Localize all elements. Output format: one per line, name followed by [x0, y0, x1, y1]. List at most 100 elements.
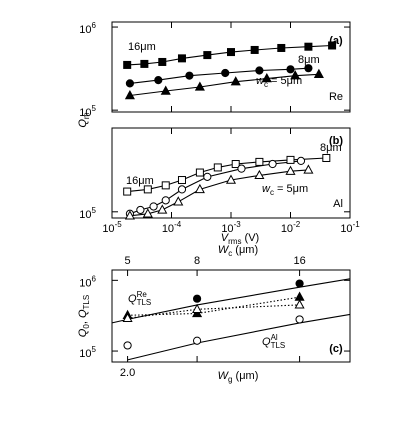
circle-marker: [295, 279, 304, 288]
circle-marker: [177, 185, 187, 194]
text-part: 10: [79, 107, 91, 119]
x-axis-label: Vrms (V): [221, 232, 259, 246]
circle-marker: [296, 156, 306, 165]
x2-tick-label: 5: [125, 255, 131, 267]
text-part: c: [228, 249, 232, 258]
x-tick-label: 10-4: [162, 220, 182, 235]
y-tick-label: 106: [79, 21, 96, 36]
triangle-marker: [294, 291, 305, 301]
square-marker: [123, 60, 132, 69]
x-axis-label: Wg (μm): [218, 370, 259, 384]
circle-marker: [221, 68, 230, 78]
text-part: g: [228, 375, 232, 384]
text-part: 8μm: [298, 54, 320, 66]
square-marker: [123, 187, 132, 196]
x-tick-label: 10-1: [340, 220, 360, 235]
text-part: c: [270, 188, 274, 197]
triangle-marker: [290, 70, 301, 80]
text-part: Re: [137, 290, 148, 299]
x2-axis-label: Wc (μm): [218, 244, 258, 258]
square-marker: [255, 157, 264, 166]
text-part: = 5μm: [274, 183, 308, 195]
text-part: -2: [293, 220, 301, 229]
annotation: QRe TLS: [128, 290, 151, 307]
circle-marker: [192, 336, 202, 345]
square-marker: [158, 57, 167, 66]
text-part: 5: [92, 104, 97, 113]
x-tick-label: 10-5: [102, 220, 122, 235]
square-marker: [195, 168, 204, 177]
square-marker: [161, 181, 170, 190]
triangle-marker: [157, 204, 168, 214]
text-part: Q: [128, 293, 137, 305]
square-marker: [304, 42, 313, 51]
triangle-marker: [194, 183, 205, 194]
text-part: w: [256, 75, 265, 87]
x-tick-label: 2.0: [120, 367, 135, 379]
text-part: TLS: [271, 341, 286, 350]
triangle-marker: [173, 196, 184, 206]
text-part: m: [82, 112, 91, 119]
text-part: 10: [79, 24, 91, 36]
text-part: c: [264, 80, 268, 89]
panel-label: (b): [329, 135, 343, 147]
triangle-marker: [303, 164, 314, 174]
y-axis-label: Q0, QTLS: [77, 295, 91, 337]
text-part: -1: [353, 220, 361, 229]
text-part: -3: [234, 220, 242, 229]
material-label: Al: [333, 198, 343, 210]
text-part: (μm): [232, 244, 258, 256]
triangle-marker: [254, 169, 265, 180]
text-part: rms: [228, 237, 241, 246]
square-marker: [328, 41, 337, 50]
triangle-marker: [160, 85, 171, 95]
triangle-marker: [285, 165, 296, 175]
circle-marker: [237, 164, 246, 173]
x2-tick-label: 8: [194, 255, 200, 267]
square-marker: [140, 59, 149, 68]
square-marker: [203, 51, 212, 60]
annotation: 16μm: [128, 41, 156, 53]
triangle-marker: [230, 76, 241, 86]
plot-frame: [111, 127, 351, 219]
triangle-marker: [194, 81, 205, 91]
y-tick-label: 105: [79, 345, 96, 360]
text-part: w: [262, 183, 271, 195]
square-marker: [277, 43, 286, 52]
circle-marker: [185, 71, 194, 80]
text-part: TLS: [137, 298, 152, 307]
text-part: Q: [262, 336, 271, 348]
triangle-marker: [122, 312, 133, 323]
model-curve: [127, 313, 351, 361]
circle-marker: [123, 341, 132, 350]
circle-marker: [255, 66, 264, 75]
circle-marker: [286, 65, 295, 74]
text-part: 10: [102, 223, 114, 235]
text-part: 10: [79, 348, 91, 360]
square-marker: [213, 163, 222, 172]
panel-label: (c): [329, 343, 343, 355]
text-part: 5: [92, 345, 97, 354]
triangle-marker: [142, 208, 153, 218]
square-marker: [250, 45, 259, 54]
x2-tick-label: 16: [293, 255, 305, 267]
circle-marker: [304, 64, 313, 73]
text-part: (μm): [232, 370, 258, 382]
text-part: W: [218, 244, 230, 256]
annotation: 16μm: [126, 175, 154, 187]
text-part: Q: [77, 309, 89, 318]
text-part: -4: [174, 220, 182, 229]
material-label: Re: [329, 91, 343, 103]
fit-line: [127, 296, 300, 316]
square-marker: [231, 160, 240, 169]
circle-marker: [192, 294, 202, 303]
annotation: 8μm: [298, 54, 320, 66]
square-marker: [177, 176, 186, 185]
text-part: V: [221, 232, 230, 244]
y-axis-label: Qm: [77, 112, 91, 128]
circle-marker: [136, 205, 145, 215]
text-part: 10: [79, 277, 91, 289]
fit-line: [127, 44, 333, 66]
